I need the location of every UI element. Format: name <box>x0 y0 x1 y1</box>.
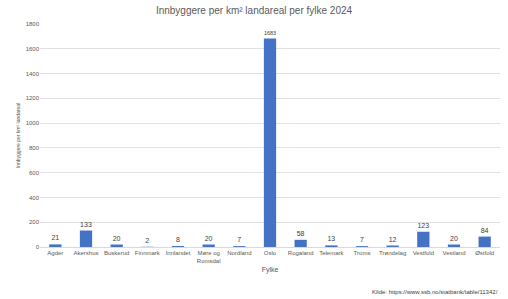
svg-text:1000: 1000 <box>26 120 40 126</box>
svg-text:Møre ogRomsdal: Møre ogRomsdal <box>197 250 221 264</box>
svg-text:Vestfold: Vestfold <box>413 250 434 256</box>
svg-text:Innbyggere per km² landareal: Innbyggere per km² landareal <box>15 103 21 168</box>
svg-text:Innlandet: Innlandet <box>166 250 191 256</box>
svg-text:12: 12 <box>389 236 397 243</box>
svg-text:1600: 1600 <box>26 46 40 52</box>
svg-text:Agder: Agder <box>47 250 63 256</box>
svg-text:84: 84 <box>481 227 489 234</box>
svg-text:Buskerud: Buskerud <box>104 250 129 256</box>
svg-text:133: 133 <box>80 221 92 228</box>
svg-text:0: 0 <box>36 244 40 250</box>
svg-text:Oslo: Oslo <box>264 250 277 256</box>
svg-text:Kilde: https://www.ssb.no/stat: Kilde: https://www.ssb.no/statbank/table… <box>372 289 498 295</box>
svg-text:400: 400 <box>29 195 40 201</box>
svg-text:7: 7 <box>360 236 364 243</box>
svg-text:200: 200 <box>29 219 40 225</box>
svg-text:Innbyggere per km² landareal p: Innbyggere per km² landareal per fylke 2… <box>156 5 353 16</box>
svg-text:Finnmark: Finnmark <box>135 250 161 256</box>
svg-text:123: 123 <box>417 222 429 229</box>
svg-text:Telemark: Telemark <box>319 250 344 256</box>
svg-text:58: 58 <box>297 230 305 237</box>
svg-text:600: 600 <box>29 170 40 176</box>
svg-text:8: 8 <box>176 236 180 243</box>
svg-text:Østfold: Østfold <box>475 250 494 256</box>
svg-text:Nordland: Nordland <box>227 250 251 256</box>
svg-text:2: 2 <box>145 237 149 244</box>
svg-text:13: 13 <box>327 235 335 242</box>
svg-text:Akershus: Akershus <box>73 250 98 256</box>
svg-text:1800: 1800 <box>26 21 40 27</box>
svg-text:Fylke: Fylke <box>262 266 279 274</box>
svg-text:21: 21 <box>51 234 59 241</box>
svg-text:20: 20 <box>113 235 121 242</box>
svg-text:20: 20 <box>450 235 458 242</box>
svg-text:1200: 1200 <box>26 95 40 101</box>
svg-text:800: 800 <box>29 145 40 151</box>
svg-text:7: 7 <box>237 236 241 243</box>
svg-text:Vestland: Vestland <box>442 250 465 256</box>
svg-text:Trøndelag: Trøndelag <box>379 250 406 256</box>
svg-text:1683: 1683 <box>264 30 276 36</box>
svg-text:20: 20 <box>205 235 213 242</box>
svg-text:Rogaland: Rogaland <box>288 250 314 256</box>
svg-text:Troms: Troms <box>354 250 371 256</box>
svg-text:1400: 1400 <box>26 71 40 77</box>
